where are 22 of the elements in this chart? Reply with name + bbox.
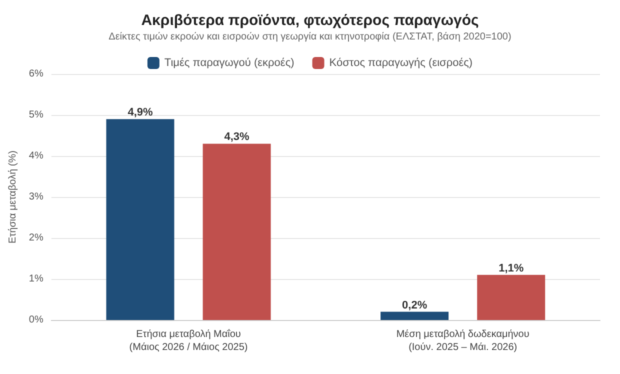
y-tick-label: 0% xyxy=(28,314,44,326)
data-label: 0,2% xyxy=(402,299,428,312)
legend-label: Κόστος παραγωγής (εισροές) xyxy=(329,57,473,69)
bar xyxy=(106,119,174,320)
bar xyxy=(477,274,546,320)
x-tick-label: Ετήσια μεταβολή Μαΐου (Μάιος 2026 / Μάιος 2025) xyxy=(129,329,248,353)
x-tick-label: Μέση μεταβολή δωδεκαμήνου (Ιούν. 2025 – Μάι. 2026) xyxy=(396,329,530,353)
y-tick-label: 1% xyxy=(28,274,44,284)
y-tick-label: 5% xyxy=(28,110,44,120)
y-tick-label: 3% xyxy=(28,192,44,202)
bar xyxy=(202,144,271,320)
y-tick-label: 6% xyxy=(28,68,44,80)
y-tick-label: 2% xyxy=(28,232,44,244)
data-label: 4,3% xyxy=(224,131,250,144)
y-axis-title: Ετήσια μεταβολή (%) xyxy=(8,150,18,244)
data-label: 4,9% xyxy=(128,106,153,119)
chart-subtitle: Δείκτες τιμών εκροών και εισροών στη γεωργία και κτηνοτροφία (ΕΛΣΤΑΤ, βάση 2020=100) xyxy=(108,32,512,42)
legend-label: Τιμές παραγωγού (εκροές) xyxy=(164,57,294,69)
chart-title: Ακριβότερα προϊόντα, φτωχότερος παραγωγός xyxy=(141,12,479,29)
bar xyxy=(380,312,449,320)
data-label: 1,1% xyxy=(498,262,524,274)
y-tick-label: 4% xyxy=(28,150,44,162)
